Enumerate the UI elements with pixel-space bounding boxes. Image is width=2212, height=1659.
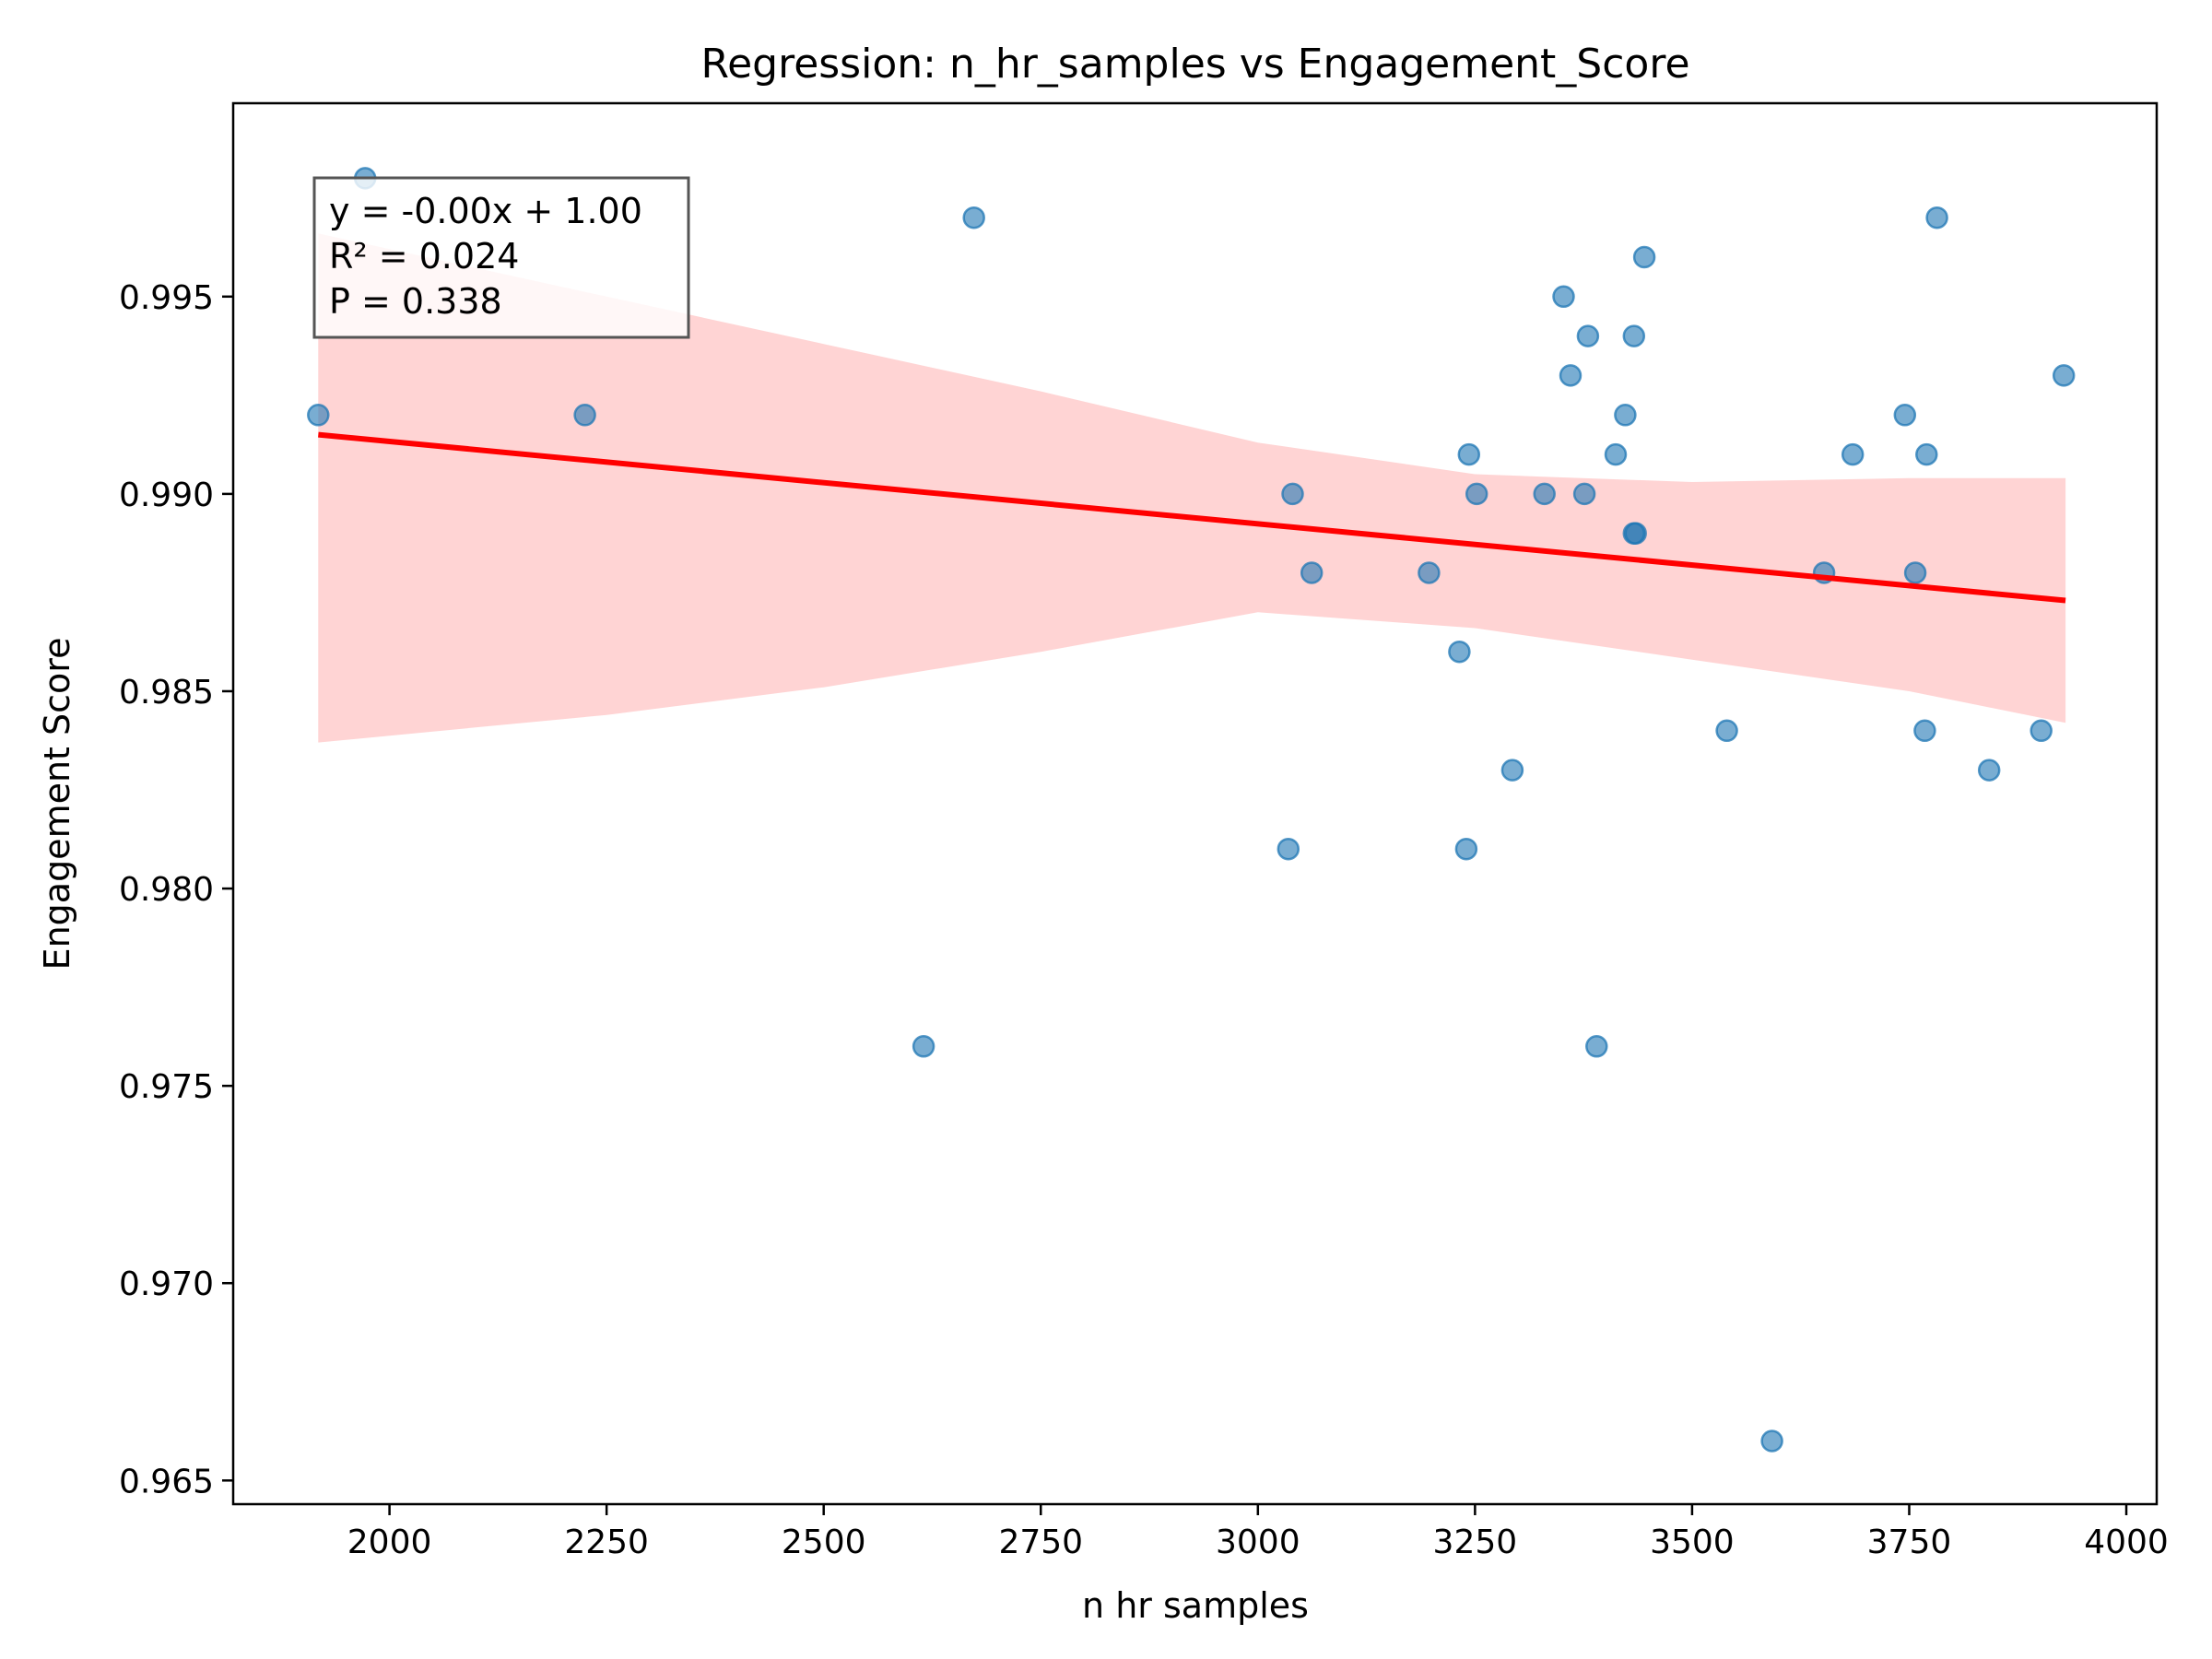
x-axis-label: n hr samples [1082, 1585, 1309, 1626]
scatter-point [1903, 561, 1927, 584]
scatter-point [1622, 324, 1646, 347]
stats-equation: y = -0.00x + 1.00 [329, 191, 642, 231]
scatter-point [1277, 837, 1300, 861]
x-tick-label: 3250 [1433, 1524, 1518, 1561]
scatter-point [573, 404, 596, 427]
regression-line-layer [318, 431, 2066, 604]
scatter-point [1281, 482, 1304, 506]
scatter-point [1559, 364, 1583, 387]
scatter-point [307, 404, 330, 427]
y-tick-label: 0.985 [119, 674, 214, 712]
y-tick-label: 0.975 [119, 1068, 214, 1106]
scatter-point [1500, 759, 1524, 782]
y-axis-ticks: 0.965 0.970 0.975 0.980 0.985 0.990 0.995 [119, 279, 233, 1500]
scatter-point [1925, 206, 1948, 229]
scatter-point [1632, 245, 1656, 269]
y-tick-label: 0.980 [119, 871, 214, 909]
scatter-point [1454, 837, 1478, 861]
plot-frame [231, 101, 2159, 1506]
confidence-band [318, 233, 2066, 743]
confidence-band-layer [318, 233, 2066, 743]
scatter-point [1533, 482, 1556, 506]
scatter-point [1572, 482, 1596, 506]
scatter-point [962, 206, 985, 229]
scatter-point [1913, 719, 1936, 743]
scatter-point [1418, 561, 1441, 584]
stats-p-value: P = 0.338 [329, 281, 502, 322]
scatter-point [1624, 522, 1647, 545]
scatter-point [2052, 364, 2076, 387]
scatter-point [1604, 442, 1628, 466]
scatter-point [1614, 404, 1637, 427]
x-tick-label: 4000 [2084, 1524, 2169, 1561]
chart-title: Regression: n_hr_samples vs Engagement_S… [700, 41, 1689, 88]
x-tick-label: 3500 [1650, 1524, 1735, 1561]
scatter-point [1585, 1035, 1608, 1058]
y-tick-label: 0.990 [119, 477, 214, 514]
x-tick-label: 2250 [564, 1524, 649, 1561]
scatter-point [1576, 324, 1600, 347]
y-tick-label: 0.995 [119, 279, 214, 317]
scatter-point [2030, 719, 2053, 743]
stats-r-squared: R² = 0.024 [329, 236, 519, 276]
scatter-point [1552, 285, 1575, 309]
x-tick-label: 3750 [1867, 1524, 1952, 1561]
scatter-point [912, 1035, 935, 1058]
scatter-point [1841, 442, 1865, 466]
scatter-point [1977, 759, 2001, 782]
y-tick-label: 0.965 [119, 1463, 214, 1500]
regression-line [318, 431, 2066, 604]
x-tick-label: 2750 [998, 1524, 1083, 1561]
scatter-point [1893, 404, 1917, 427]
x-axis-ticks: 2000 2250 2500 2750 3000 3250 3500 3750 4000 [347, 1504, 2169, 1561]
x-tick-label: 2000 [347, 1524, 432, 1561]
scatter-point [1300, 561, 1324, 584]
scatter-point [1448, 640, 1471, 664]
stats-annotation: y = -0.00x + 1.00 R² = 0.024 P = 0.338 [312, 176, 690, 339]
x-tick-label: 3000 [1216, 1524, 1300, 1561]
scatter-point [1760, 1430, 1783, 1453]
scatter-point [1457, 442, 1481, 466]
y-tick-label: 0.970 [119, 1265, 214, 1303]
scatter-points-layer [307, 167, 2076, 1453]
scatter-point [1465, 482, 1488, 506]
x-tick-label: 2500 [782, 1524, 866, 1561]
scatter-point [1915, 442, 1938, 466]
stats-box [312, 176, 690, 339]
y-axis-label: Engagement Score [37, 638, 77, 971]
scatter-point [1715, 719, 1738, 743]
